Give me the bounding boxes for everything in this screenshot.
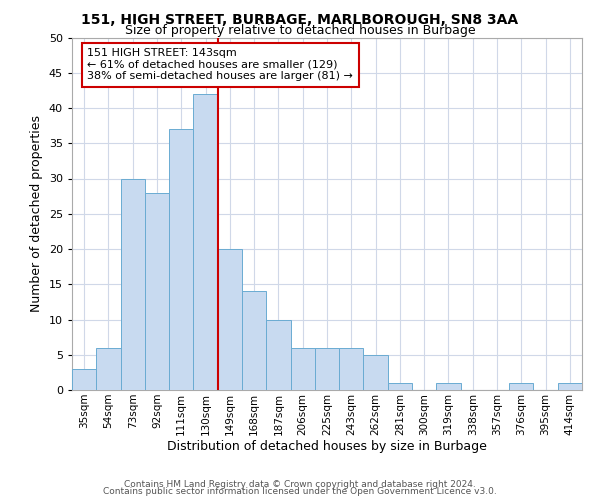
Bar	[266, 320, 290, 390]
Text: 151 HIGH STREET: 143sqm
← 61% of detached houses are smaller (129)
38% of semi-d: 151 HIGH STREET: 143sqm ← 61% of detache…	[88, 48, 353, 82]
Y-axis label: Number of detached properties: Number of detached properties	[30, 116, 43, 312]
Bar	[339, 348, 364, 390]
Text: 151, HIGH STREET, BURBAGE, MARLBOROUGH, SN8 3AA: 151, HIGH STREET, BURBAGE, MARLBOROUGH, …	[82, 12, 518, 26]
Bar	[558, 383, 582, 390]
Bar	[436, 383, 461, 390]
X-axis label: Distribution of detached houses by size in Burbage: Distribution of detached houses by size …	[167, 440, 487, 454]
Bar	[193, 94, 218, 390]
Bar	[96, 348, 121, 390]
Text: Contains HM Land Registry data © Crown copyright and database right 2024.: Contains HM Land Registry data © Crown c…	[124, 480, 476, 489]
Text: Size of property relative to detached houses in Burbage: Size of property relative to detached ho…	[125, 24, 475, 37]
Bar	[315, 348, 339, 390]
Bar	[218, 249, 242, 390]
Text: Contains public sector information licensed under the Open Government Licence v3: Contains public sector information licen…	[103, 487, 497, 496]
Bar	[290, 348, 315, 390]
Bar	[364, 355, 388, 390]
Bar	[169, 129, 193, 390]
Bar	[388, 383, 412, 390]
Bar	[72, 369, 96, 390]
Bar	[121, 178, 145, 390]
Bar	[509, 383, 533, 390]
Bar	[242, 292, 266, 390]
Bar	[145, 192, 169, 390]
